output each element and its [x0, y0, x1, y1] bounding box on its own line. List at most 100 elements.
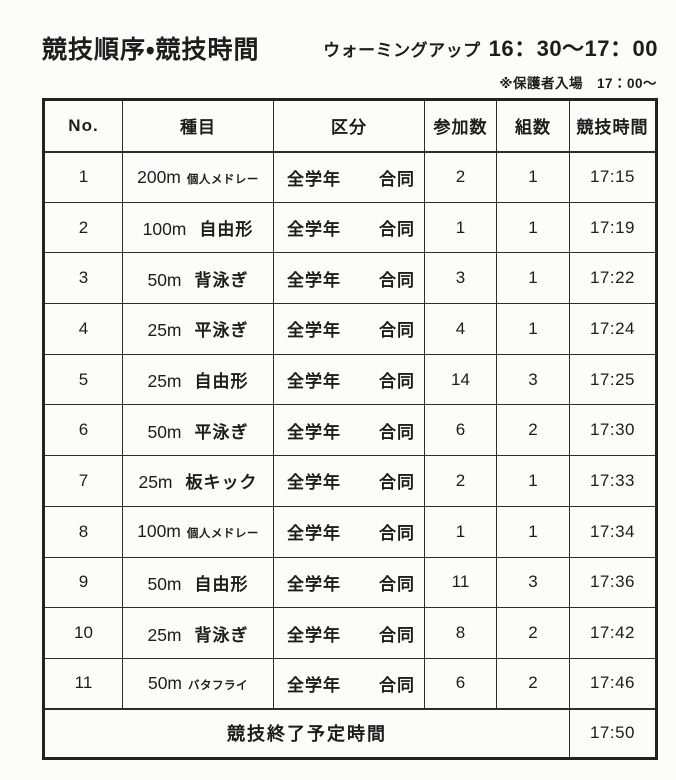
division-group: 合同 — [379, 473, 415, 493]
cell-event: 50m 自由形 — [122, 556, 274, 609]
event-distance: 50m — [147, 269, 182, 290]
footer-row: 競技終了予定時間 17:50 — [43, 708, 657, 759]
col-header-no: No. — [43, 99, 123, 153]
event-text: 200m 個人メドレー — [124, 166, 273, 188]
cell-division: 全学年 合同 — [273, 151, 425, 203]
cell-no: 8 — [43, 505, 123, 558]
division-grade: 全学年 — [287, 372, 341, 392]
event-distance: 25m — [147, 624, 182, 645]
cell-event: 100m 自由形 — [122, 201, 274, 254]
division-grade: 全学年 — [287, 169, 341, 189]
event-stroke: バタフライ — [188, 679, 249, 692]
division-text: 全学年 合同 — [275, 215, 424, 240]
cell-participants: 4 — [424, 303, 497, 355]
table-row: 9 50m 自由形 全学年 合同 11 3 17:36 — [43, 556, 657, 609]
table-row: 1 200m 個人メドレー 全学年 合同 2 1 17:15 — [43, 151, 657, 203]
event-stroke: 個人メドレー — [186, 528, 259, 541]
cell-time: 17:42 — [569, 607, 657, 659]
cell-division: 全学年 合同 — [273, 404, 425, 457]
division-text: 全学年 合同 — [275, 165, 424, 190]
cell-heats: 1 — [496, 455, 570, 507]
division-text: 全学年 合同 — [275, 468, 424, 493]
page-title: 競技順序・競技時間 — [42, 36, 260, 64]
event-text: 50m バタフライ — [124, 672, 273, 694]
col-header-heats: 組数 — [496, 99, 570, 153]
cell-participants: 14 — [424, 353, 497, 406]
cell-heats: 3 — [496, 556, 570, 609]
cell-no: 7 — [43, 455, 123, 507]
table-row: 10 25m 背泳ぎ 全学年 合同 8 2 17:42 — [43, 607, 657, 659]
event-stroke: 自由形 — [194, 372, 249, 392]
cell-time: 17:36 — [569, 556, 657, 609]
division-grade: 全学年 — [287, 625, 341, 645]
cell-no: 2 — [43, 201, 123, 254]
division-grade: 全学年 — [287, 220, 341, 240]
event-stroke: 自由形 — [194, 574, 249, 594]
event-text: 100m 個人メドレー — [124, 521, 273, 542]
cell-participants: 11 — [424, 556, 497, 609]
col-header-time: 競技時間 — [569, 99, 657, 153]
cell-division: 全学年 合同 — [273, 657, 425, 710]
event-stroke: 平泳ぎ — [194, 422, 249, 442]
cell-heats: 1 — [496, 505, 570, 558]
event-text: 25m 自由形 — [124, 367, 273, 392]
col-header-division: 区分 — [273, 99, 425, 153]
col-header-event: 種目 — [122, 99, 274, 153]
cell-event: 50m 背泳ぎ — [122, 252, 274, 305]
cell-heats: 1 — [496, 201, 570, 254]
guardian-entry-note: ※保護者入場 17：00～ — [499, 76, 657, 91]
cell-division: 全学年 合同 — [273, 353, 425, 406]
cell-no: 11 — [43, 657, 123, 710]
cell-division: 全学年 合同 — [273, 201, 425, 254]
table-row: 11 50m バタフライ 全学年 合同 6 2 17:46 — [43, 657, 657, 710]
event-distance: 200m — [137, 166, 181, 187]
division-grade: 全学年 — [287, 473, 341, 493]
cell-heats: 2 — [496, 657, 570, 710]
event-text: 50m 背泳ぎ — [124, 266, 273, 291]
event-distance: 25m — [138, 472, 173, 493]
cell-time: 17:46 — [569, 657, 657, 710]
cell-heats: 1 — [496, 252, 570, 305]
cell-heats: 2 — [496, 607, 570, 659]
cell-no: 5 — [43, 353, 123, 406]
table-row: 8 100m 個人メドレー 全学年 合同 1 1 17:34 — [43, 505, 657, 558]
table-row: 4 25m 平泳ぎ 全学年 合同 4 1 17:24 — [43, 303, 657, 355]
warmup-label: ウォーミングアップ — [323, 41, 481, 60]
event-stroke: 板キック — [185, 473, 258, 493]
division-group: 合同 — [379, 372, 415, 392]
division-grade: 全学年 — [287, 675, 341, 695]
cell-participants: 2 — [424, 455, 497, 507]
cell-no: 1 — [43, 151, 123, 203]
division-group: 合同 — [379, 675, 415, 695]
event-distance: 50m — [147, 421, 182, 442]
cell-event: 25m 板キック — [122, 455, 274, 507]
cell-time: 17:33 — [569, 455, 657, 507]
cell-event: 50m バタフライ — [122, 657, 274, 710]
cell-event: 25m 自由形 — [122, 353, 274, 406]
cell-heats: 2 — [496, 404, 570, 457]
division-grade: 全学年 — [287, 574, 341, 594]
cell-event: 100m 個人メドレー — [122, 505, 274, 558]
cell-participants: 3 — [424, 252, 497, 305]
division-grade: 全学年 — [287, 524, 341, 544]
cell-participants: 2 — [424, 151, 497, 203]
header-row: No. 種目 区分 参加数 組数 競技時間 — [43, 99, 657, 153]
event-stroke: 平泳ぎ — [194, 321, 249, 341]
division-text: 全学年 合同 — [275, 519, 424, 544]
event-distance: 50m — [147, 672, 183, 693]
event-text: 100m 自由形 — [124, 215, 273, 240]
cell-division: 全学年 合同 — [273, 303, 425, 355]
schedule-table: No. 種目 区分 参加数 組数 競技時間 1 200m 個人メドレー 全学年 … — [42, 98, 658, 760]
cell-time: 17:15 — [569, 151, 657, 203]
event-text: 25m 背泳ぎ — [124, 621, 273, 646]
division-group: 合同 — [379, 574, 415, 594]
cell-division: 全学年 合同 — [273, 505, 425, 558]
table-row: 7 25m 板キック 全学年 合同 2 1 17:33 — [43, 455, 657, 507]
event-distance: 25m — [147, 371, 182, 392]
cell-event: 25m 平泳ぎ — [122, 303, 274, 355]
cell-division: 全学年 合同 — [273, 455, 425, 507]
cell-time: 17:22 — [569, 252, 657, 305]
event-text: 25m 平泳ぎ — [124, 316, 273, 341]
event-stroke: 個人メドレー — [186, 173, 259, 186]
